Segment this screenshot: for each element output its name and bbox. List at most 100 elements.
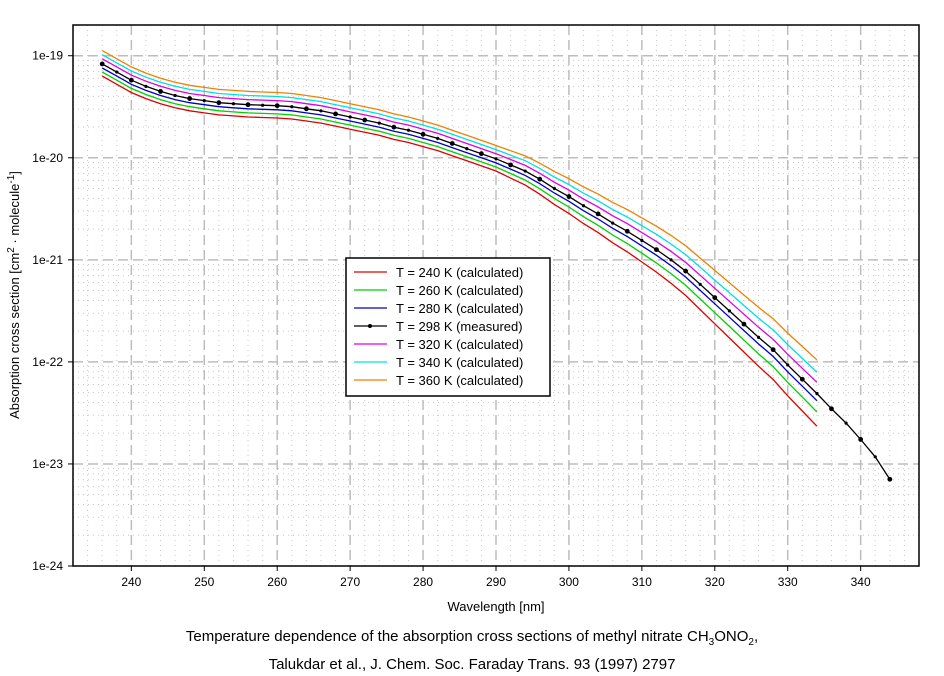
series-line — [101, 50, 818, 361]
data-point — [128, 77, 134, 83]
series-line — [101, 75, 818, 427]
x-tick-label: 300 — [559, 575, 579, 589]
y-axis-title-sup: 2 — [6, 247, 17, 253]
series-t-260-k-calculated- — [101, 71, 818, 413]
legend-marker — [368, 324, 372, 328]
data-point — [581, 204, 586, 208]
data-point — [552, 186, 556, 190]
y-tick-label: 1e-20 — [32, 151, 63, 165]
legend-label: T = 340 K (calculated) — [396, 355, 523, 370]
data-point — [202, 99, 206, 103]
legend-item: T = 298 K (measured) — [354, 319, 523, 334]
legend-item: T = 320 K (calculated) — [354, 337, 523, 352]
y-tick-label: 1e-24 — [32, 559, 63, 573]
caption-text-mid: ONO — [714, 628, 749, 645]
legend-item: T = 360 K (calculated) — [354, 373, 523, 388]
data-point — [770, 347, 776, 353]
grid — [72, 24, 920, 566]
data-point — [465, 146, 469, 151]
series-t-280-k-calculated- — [101, 67, 818, 402]
data-point — [290, 105, 294, 109]
legend-label: T = 320 K (calculated) — [396, 337, 523, 352]
series-t-360-k-calculated- — [101, 50, 818, 361]
x-tick-label: 260 — [267, 575, 287, 589]
legend: T = 240 K (calculated) T = 260 K (calcula… — [345, 257, 551, 397]
data-point — [216, 100, 222, 106]
series-t-340-k-calculated- — [101, 54, 818, 373]
legend-box — [345, 257, 551, 397]
caption-line-1: Temperature dependence of the absorption… — [0, 626, 944, 654]
data-point — [494, 157, 498, 161]
data-point — [640, 238, 644, 243]
data-point — [887, 476, 893, 482]
data-point — [669, 258, 673, 262]
caption-text: Temperature dependence of the absorption… — [185, 628, 709, 645]
legend-label: T = 298 K (measured) — [396, 319, 523, 334]
series-line — [101, 58, 818, 383]
data-point — [873, 455, 877, 459]
y-axis-title-sup2: -1 — [6, 174, 17, 183]
x-tick-label: 290 — [486, 575, 506, 589]
data-point — [624, 228, 630, 234]
legend-label: T = 260 K (calculated) — [396, 283, 523, 298]
x-tick-label: 280 — [413, 575, 433, 589]
data-point — [333, 111, 338, 117]
y-tick-label: 1e-19 — [32, 49, 63, 63]
data-point — [406, 128, 411, 132]
data-point — [449, 141, 455, 146]
data-point — [261, 103, 265, 107]
y-tick-label: 1e-21 — [32, 253, 63, 267]
series-t-240-k-calculated- — [101, 75, 818, 427]
x-axis: 240 250 260 270 280 290 300 310 320 330 340 — [121, 566, 871, 589]
data-point — [683, 268, 689, 274]
data-point — [698, 282, 702, 286]
data-point — [420, 131, 426, 137]
caption-subscript: 3 — [708, 637, 715, 648]
data-point — [274, 103, 280, 109]
y-tick-label: 1e-23 — [32, 457, 63, 471]
legend-label: T = 280 K (calculated) — [396, 301, 523, 316]
y-axis: 1e-19 1e-20 1e-21 1e-22 1e-23 1e-24 — [32, 49, 73, 573]
y-tick-label: 1e-22 — [32, 355, 63, 369]
x-tick-label: 320 — [705, 575, 725, 589]
legend-item: T = 340 K (calculated) — [354, 355, 523, 370]
legend-item: T = 240 K (calculated) — [354, 265, 523, 280]
series-line — [101, 71, 818, 413]
x-tick-label: 340 — [851, 575, 871, 589]
data-point — [508, 162, 513, 168]
x-tick-label: 240 — [121, 575, 141, 589]
data-point — [187, 96, 193, 101]
x-tick-label: 270 — [340, 575, 360, 589]
series-t-320-k-calculated- — [101, 58, 818, 383]
data-point — [712, 295, 718, 300]
data-point — [595, 211, 601, 217]
y-axis-title-part: Absorption cross section [cm — [7, 253, 22, 419]
series-group — [99, 50, 893, 482]
series-t-298-k-measured- — [99, 61, 893, 482]
x-tick-label: 330 — [778, 575, 798, 589]
data-point — [362, 117, 368, 123]
legend-label: T = 240 K (calculated) — [396, 265, 523, 280]
data-point — [799, 376, 805, 382]
data-point — [537, 176, 543, 182]
data-point — [391, 124, 397, 130]
data-point — [115, 70, 119, 74]
data-point — [173, 93, 177, 98]
data-point — [348, 115, 352, 119]
data-point — [741, 321, 747, 327]
x-tick-label: 250 — [194, 575, 214, 589]
data-point — [756, 335, 761, 339]
data-point — [786, 363, 790, 367]
data-point — [319, 109, 323, 113]
data-point — [844, 421, 848, 425]
data-point — [144, 84, 148, 88]
data-point — [245, 102, 251, 108]
data-point — [231, 102, 236, 106]
data-point — [523, 169, 527, 173]
series-line — [101, 67, 818, 402]
y-axis-title-end: ] — [7, 171, 22, 175]
legend-label: T = 360 K (calculated) — [396, 373, 523, 388]
y-axis-title-mid: · molecule — [7, 184, 22, 248]
data-point — [479, 151, 484, 157]
caption-text-end: , — [753, 628, 759, 645]
